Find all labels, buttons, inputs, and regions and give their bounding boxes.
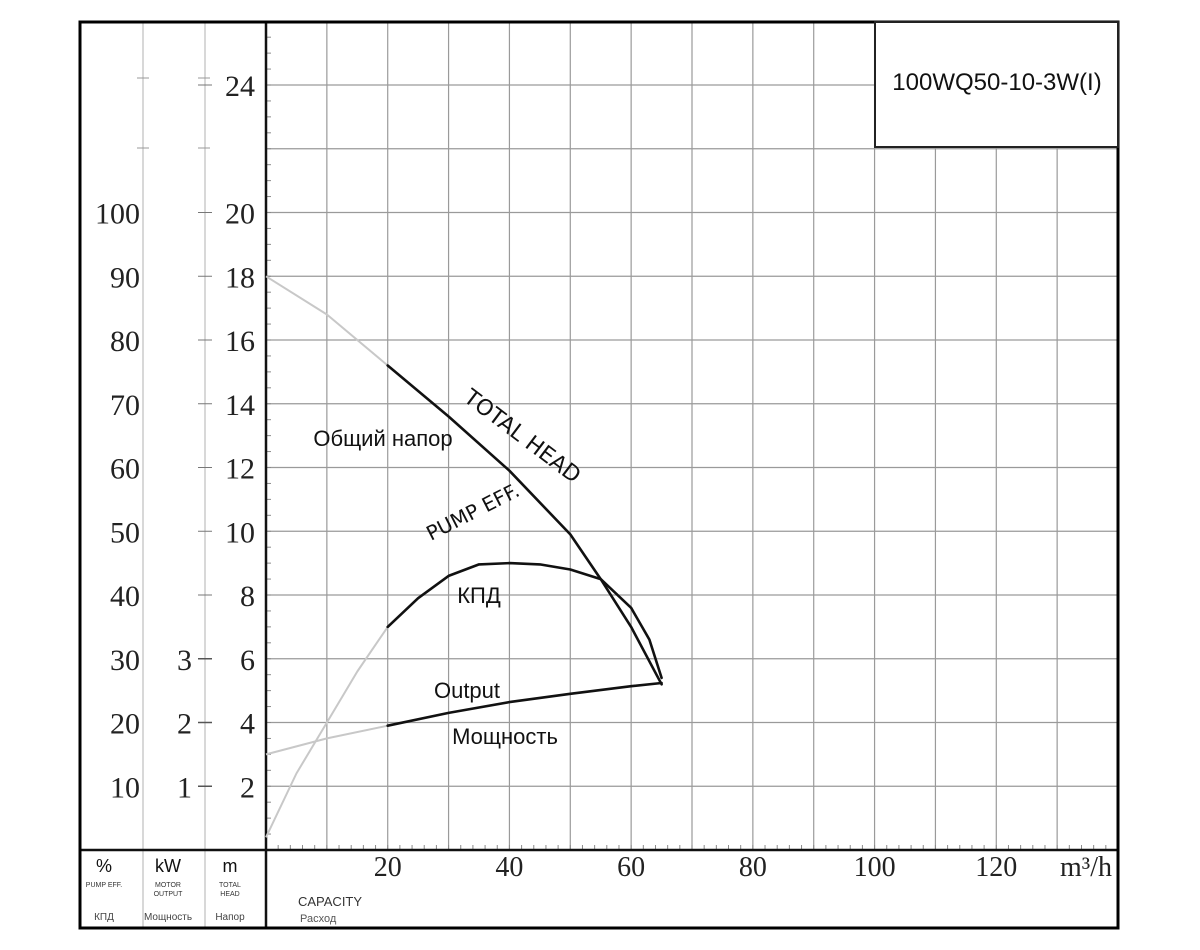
power-tick-label: 1: [177, 771, 192, 804]
x-tick-label: 60: [617, 852, 645, 883]
curve-label: Output: [434, 678, 500, 703]
eff-tick-label: 80: [110, 325, 140, 358]
curve-total-head: [386, 364, 663, 686]
head-tick-label: 6: [240, 644, 255, 677]
head-tick-label: 4: [240, 708, 255, 741]
x-tick-label: 80: [739, 852, 767, 883]
curve-output: [386, 681, 663, 727]
head-label-en: HEAD: [220, 891, 239, 898]
power-label-en: OUTPUT: [154, 891, 184, 898]
scale-columns: [142, 22, 206, 928]
eff-tick-label: 100: [95, 198, 140, 231]
power-unit: kW: [155, 856, 181, 876]
curve-label: КПД: [457, 583, 501, 608]
curve-pump-eff-faint: [265, 626, 389, 838]
eff-label-ru: КПД: [94, 912, 114, 923]
eff-tick-label: 70: [110, 389, 140, 422]
chart-frame: [78, 20, 1120, 930]
head-tick-label: 24: [225, 70, 255, 103]
head-tick-label: 10: [225, 516, 255, 549]
title-box: [874, 21, 1119, 148]
curve-label: Общий напор: [313, 426, 452, 451]
curve-label: Мощность: [452, 724, 558, 749]
head-tick-label: 8: [240, 580, 255, 613]
x-tick-label: 100: [854, 852, 896, 883]
head-tick-label: 20: [225, 198, 255, 231]
x-tick-label: 20: [374, 852, 402, 883]
eff-tick-label: 10: [110, 771, 140, 804]
head-tick-label: 16: [225, 325, 255, 358]
power-label-ru: Мощность: [144, 912, 192, 923]
x-axis-label: CAPACITY: [298, 894, 362, 909]
x-axis-unit: m³/h: [1060, 852, 1112, 883]
head-label-en: TOTAL: [219, 882, 241, 889]
eff-tick-label: 60: [110, 453, 140, 486]
x-tick-label: 40: [495, 852, 523, 883]
eff-unit: %: [96, 856, 112, 876]
eff-tick-label: 30: [110, 644, 140, 677]
head-tick-label: 14: [225, 389, 255, 422]
eff-tick-label: 50: [110, 516, 140, 549]
power-tick-label: 2: [177, 708, 192, 741]
chart-background: [80, 22, 1118, 928]
curve-pump-eff: [386, 561, 663, 680]
eff-tick-label: 40: [110, 580, 140, 613]
curve-total-head-faint: [265, 275, 389, 367]
power-label-en: MOTOR: [155, 882, 181, 889]
power-tick-label: 3: [177, 644, 192, 677]
eff-tick-label: 90: [110, 261, 140, 294]
curve-output-faint: [265, 724, 388, 756]
eff-label-en: PUMP EFF.: [86, 882, 122, 889]
head-tick-label: 18: [225, 261, 255, 294]
chart-title: 100WQ50-10-3W(I): [892, 69, 1101, 96]
x-axis-label-ru: Расход: [300, 913, 337, 925]
head-unit: m: [223, 856, 238, 876]
head-tick-label: 12: [225, 453, 255, 486]
x-tick-label: 120: [975, 852, 1017, 883]
head-tick-label: 2: [240, 771, 255, 804]
head-label-ru: Напор: [215, 912, 245, 923]
eff-tick-label: 20: [110, 708, 140, 741]
